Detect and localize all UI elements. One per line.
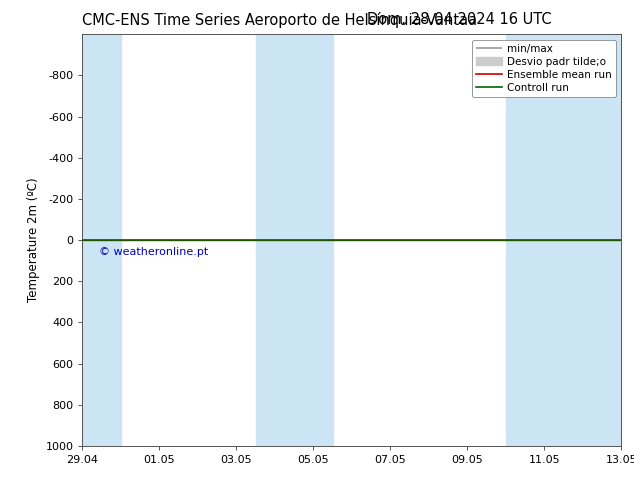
Text: © weatheronline.pt: © weatheronline.pt [99,247,208,257]
Legend: min/max, Desvio padr tilde;o, Ensemble mean run, Controll run: min/max, Desvio padr tilde;o, Ensemble m… [472,40,616,97]
Bar [506,34,621,446]
Text: CMC-ENS Time Series Aeroporto de Helsínquia-Vantaa: CMC-ENS Time Series Aeroporto de Helsínq… [82,12,477,28]
Bar [256,34,333,446]
Y-axis label: Temperature 2m (ºC): Temperature 2m (ºC) [27,178,40,302]
Text: Dom. 28.04.2024 16 UTC: Dom. 28.04.2024 16 UTC [367,12,552,27]
Bar [82,34,121,446]
